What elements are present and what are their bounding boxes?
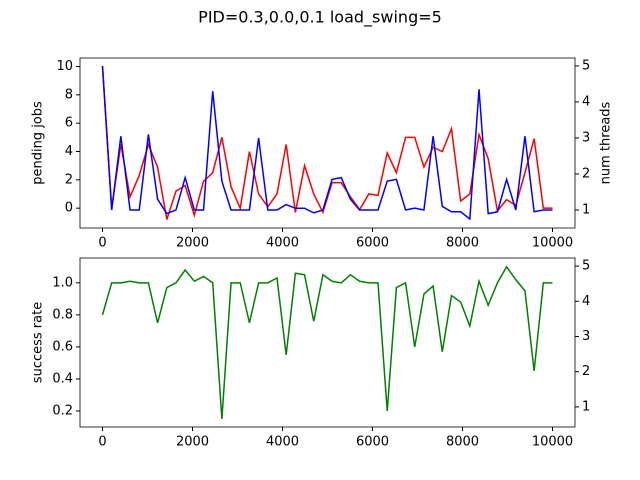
y2-tick-label: 5 [582, 259, 590, 274]
y2-tick-label: 1 [582, 202, 590, 217]
x-tick-label: 4000 [266, 435, 299, 450]
x-tick-label: 4000 [266, 236, 299, 251]
x-tick-label: 2000 [176, 435, 209, 450]
y2-tick-label: 3 [582, 329, 590, 344]
y-tick-label: 1.0 [52, 275, 73, 290]
axes-frame [79, 57, 576, 229]
y-tick-label: 6 [65, 116, 73, 131]
y2-tick-label: 1 [582, 399, 590, 414]
y-tick-label: 10 [56, 59, 73, 74]
y-tick-label: 0.8 [52, 307, 73, 322]
x-tick-label: 8000 [446, 435, 479, 450]
x-tick-label: 10000 [532, 236, 573, 251]
y2-tick-label: 3 [582, 130, 590, 145]
x-tick-label: 2000 [176, 236, 209, 251]
y2-tick-label: 5 [582, 58, 590, 73]
y-tick-label: 4 [65, 144, 73, 159]
y2-tick-label: 4 [582, 294, 590, 309]
y-axis-label: success rate [31, 302, 46, 383]
series-line [101, 265, 553, 420]
series-line [101, 65, 553, 221]
y2-tick-label: 2 [582, 166, 590, 181]
x-tick-label: 0 [98, 236, 106, 251]
x-tick-label: 6000 [356, 236, 389, 251]
x-tick-label: 0 [98, 435, 106, 450]
y-tick-label: 2 [65, 172, 73, 187]
x-tick-label: 10000 [532, 435, 573, 450]
y2-tick-label: 4 [582, 94, 590, 109]
axes-frame [79, 257, 576, 428]
x-tick-label: 6000 [356, 435, 389, 450]
series-line [101, 66, 553, 220]
y-tick-label: 0.6 [52, 339, 73, 354]
y-tick-label: 0.4 [52, 371, 73, 386]
x-tick-label: 8000 [446, 236, 479, 251]
y2-axis-label: num threads [599, 101, 614, 184]
y-tick-label: 8 [65, 87, 73, 102]
y-tick-label: 0 [65, 201, 73, 216]
y-tick-label: 0.2 [52, 403, 73, 418]
y-axis-label: pending jobs [31, 101, 46, 185]
figure-title: PID=0.3,0.0,0.1 load_swing=5 [198, 8, 442, 28]
y2-tick-label: 2 [582, 364, 590, 379]
